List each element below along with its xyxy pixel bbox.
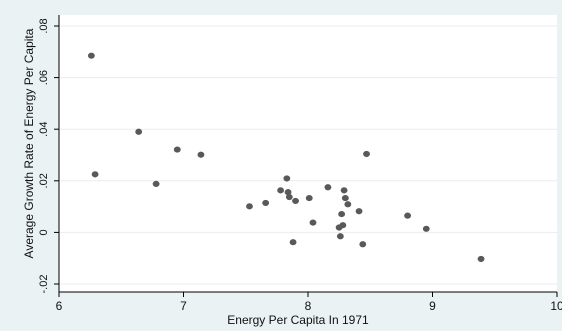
data-point — [404, 212, 411, 219]
y-axis-ticks: -.02 0 .02 .04 .06 .08 — [38, 18, 59, 293]
data-point — [344, 201, 352, 208]
x-tick-label: 6 — [56, 299, 63, 313]
y-tick-label: 0 — [38, 229, 50, 235]
y-tick-label: -.02 — [38, 275, 50, 294]
data-point — [338, 210, 346, 218]
data-point — [336, 233, 344, 240]
data-point — [246, 203, 253, 210]
data-point — [339, 222, 347, 229]
data-point — [284, 189, 292, 196]
data-point — [277, 187, 285, 194]
data-point — [305, 194, 313, 202]
data-point — [135, 128, 143, 135]
data-point — [422, 225, 430, 232]
data-point — [152, 180, 160, 187]
data-point — [341, 194, 349, 202]
y-tick-label: .08 — [38, 18, 50, 33]
data-point — [87, 52, 95, 59]
x-axis-ticks: 6 7 8 9 10 — [56, 292, 562, 313]
x-tick-label: 9 — [429, 299, 436, 313]
y-axis-label: Average Growth Rate of Energy Per Capita — [22, 28, 36, 258]
data-point — [91, 171, 99, 178]
data-point — [359, 241, 367, 248]
data-point — [363, 150, 370, 158]
gridlines — [60, 25, 557, 285]
data-point — [324, 184, 332, 191]
data-point — [262, 199, 270, 207]
data-point — [355, 208, 363, 215]
data-point — [173, 146, 181, 153]
data-point — [340, 187, 348, 194]
data-point — [197, 151, 205, 158]
data-point — [285, 193, 293, 201]
data-point — [283, 175, 291, 182]
y-tick-label: .04 — [38, 122, 50, 137]
x-tick-label: 7 — [180, 299, 187, 313]
x-tick-label: 10 — [550, 299, 562, 313]
data-point — [477, 255, 485, 263]
x-tick-label: 8 — [305, 299, 312, 313]
plot-area — [59, 15, 557, 292]
y-tick-label: .06 — [38, 70, 50, 85]
data-point — [309, 219, 317, 226]
data-points — [87, 52, 485, 263]
data-point — [289, 239, 297, 246]
y-tick-label: .02 — [38, 173, 50, 188]
data-point — [292, 197, 299, 205]
x-axis-label: Energy Per Capita In 1971 — [227, 313, 369, 327]
